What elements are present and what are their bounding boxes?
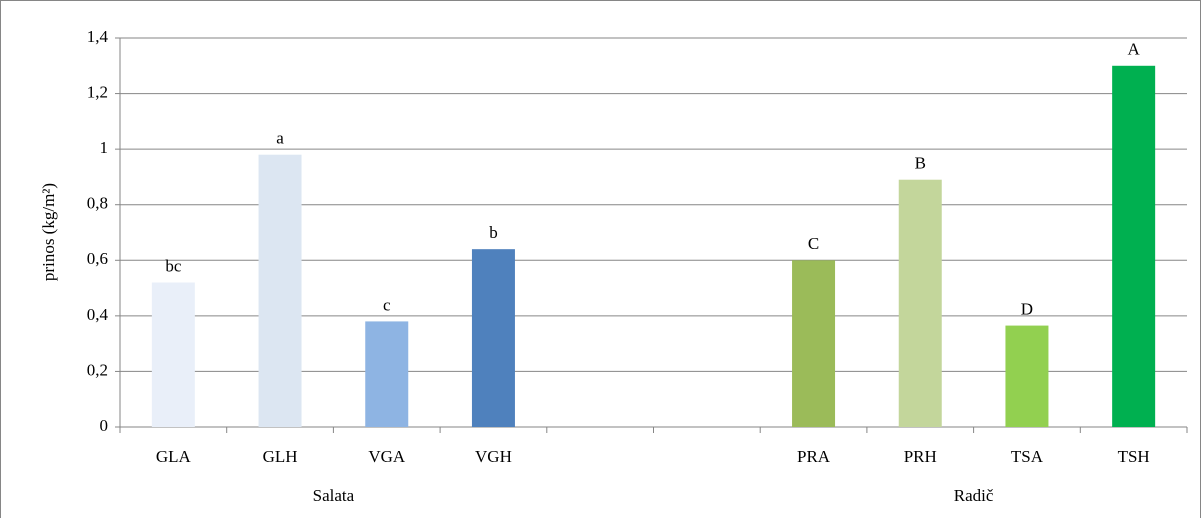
bar-annotation: a	[276, 129, 284, 148]
bar-annotation: A	[1128, 40, 1141, 59]
bar-annotation: B	[915, 154, 926, 173]
bar	[365, 321, 409, 427]
y-tick-label: 0,8	[87, 194, 108, 213]
x-tick-label: PRH	[904, 447, 937, 466]
x-tick-label: TSH	[1118, 447, 1150, 466]
bar	[471, 249, 515, 427]
bar	[1112, 65, 1156, 428]
x-tick-label: TSA	[1011, 447, 1044, 466]
group-label: Radič	[954, 486, 994, 505]
bar	[151, 282, 195, 427]
bar-annotation: bc	[165, 256, 182, 275]
bar	[898, 179, 942, 427]
y-tick-label: 0,6	[87, 249, 108, 268]
y-tick-label: 1	[100, 138, 109, 157]
y-axis-label: prinos (kg/m²)	[39, 183, 58, 281]
y-tick-label: 0	[100, 416, 109, 435]
bar	[792, 260, 836, 427]
bar-annotation: D	[1021, 299, 1033, 318]
y-tick-label: 1,2	[87, 82, 108, 101]
bar-annotation: C	[808, 234, 819, 253]
y-tick-label: 0,2	[87, 360, 108, 379]
x-tick-label: VGA	[368, 447, 406, 466]
x-tick-label: GLA	[156, 447, 192, 466]
bar-annotation: c	[383, 295, 391, 314]
y-tick-label: 0,4	[87, 305, 109, 324]
group-label: Salata	[313, 486, 355, 505]
bar-annotation: b	[489, 223, 498, 242]
x-tick-label: PRA	[797, 447, 831, 466]
x-tick-label: GLH	[263, 447, 298, 466]
y-tick-label: 1,4	[87, 27, 109, 46]
bar	[258, 154, 302, 427]
x-tick-label: VGH	[475, 447, 512, 466]
bar	[1005, 325, 1049, 427]
